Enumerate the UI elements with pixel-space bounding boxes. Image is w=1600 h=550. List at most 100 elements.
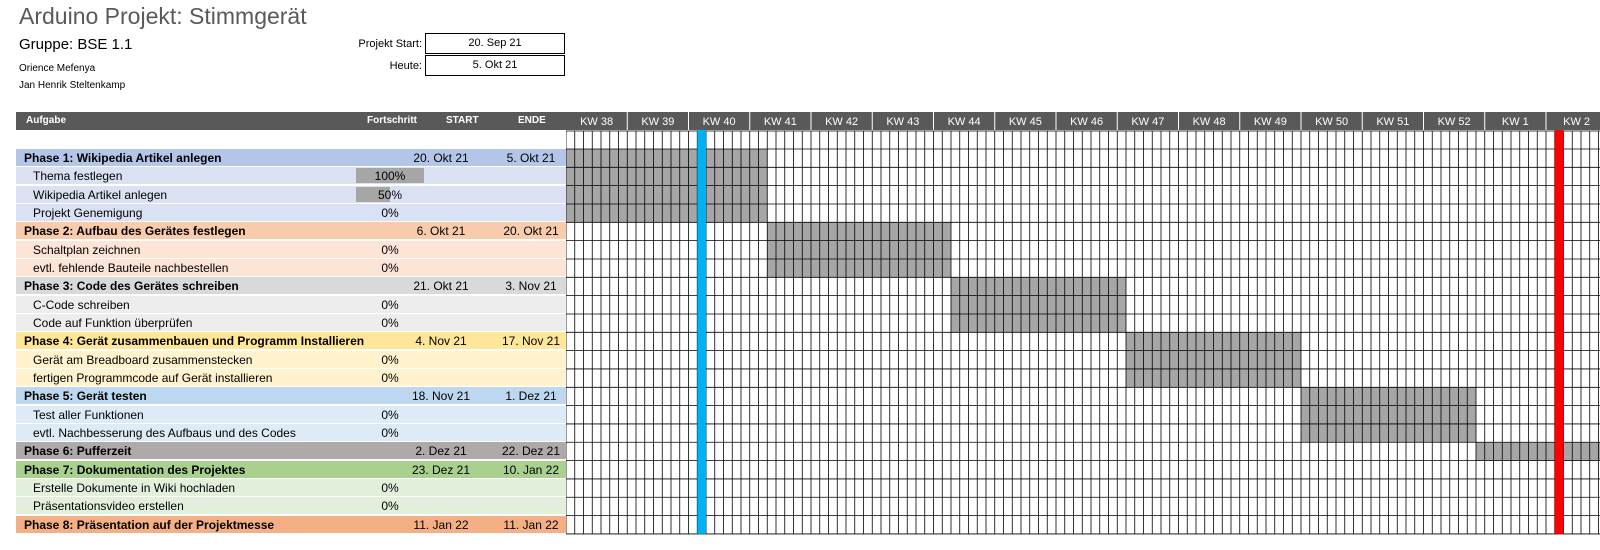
week-label: KW 48 [1193,116,1226,128]
task-end: 20. Okt 21 [503,224,559,239]
task-progress: 100% [374,169,406,184]
task-progress: 0% [381,499,399,514]
task-progress: 0% [381,297,399,312]
task-name: Wikipedia Artikel anlegen [33,187,168,202]
task-name: Thema festlegen [33,169,123,184]
task-row[interactable]: evtl. fehlende Bauteile nachbestellen 0% [16,258,566,277]
task-progress: 0% [381,315,399,330]
gantt-bar[interactable] [566,185,768,204]
task-row[interactable]: Code auf Funktion überprüfen 0% [16,313,566,332]
task-name: evtl. Nachbesserung des Aufbaus und des … [33,425,296,440]
task-row[interactable]: Thema festlegen 100% [16,167,566,186]
project-start-label: Projekt Start: [358,38,422,50]
task-name: Phase 1: Wikipedia Artikel anlegen [24,151,222,165]
header-end: ENDE [518,115,546,126]
today-cell[interactable]: 5. Okt 21 [425,55,565,76]
group-name: Gruppe: BSE 1.1 [19,36,133,53]
task-row[interactable]: C-Code schreiben 0% [16,295,566,314]
task-progress: 0% [381,407,399,422]
task-end: 10. Jan 22 [502,462,560,477]
week-label: KW 40 [703,116,736,128]
week-label: KW 2 [1563,116,1590,128]
task-name: Phase 4: Gerät zusammenbauen und Program… [24,334,365,349]
task-start: 6. Okt 21 [416,224,466,239]
phase-row[interactable]: Phase 3: Code des Gerätes schreiben 21. O… [16,277,566,296]
week-label: KW 43 [886,116,919,128]
task-progress: 0% [381,480,399,495]
task-end: 1. Dez 21 [505,389,557,404]
week-label: KW 50 [1315,116,1348,128]
task-row[interactable]: Test aller Funktionen 0% [16,405,566,424]
task-row[interactable]: fertigen Programmcode auf Gerät installi… [16,368,566,387]
task-name: fertigen Programmcode auf Gerät installi… [33,370,273,385]
task-name: Code auf Funktion überprüfen [33,315,193,330]
task-row[interactable]: Projekt Genemigung 0% [16,203,566,222]
task-name: C-Code schreiben [33,297,130,312]
phase-row[interactable]: Phase 6: Pufferzeit 2. Dez 21 22. Dez 21 [16,442,566,461]
week-label: KW 38 [580,116,613,128]
task-progress: 0% [381,425,399,440]
task-progress: 0% [381,242,399,257]
phase-row[interactable]: Phase 2: Aufbau des Gerätes festlegen 6. … [16,222,566,241]
week-label: KW 42 [825,116,858,128]
phase-row[interactable]: Phase 1: Wikipedia Artikel anlegen 20. Ok… [16,149,566,167]
progress-bar [356,186,390,202]
task-row[interactable]: evtl. Nachbesserung des Aufbaus und des … [16,423,566,442]
task-progress: 0% [381,370,399,385]
week-label: KW 52 [1438,116,1471,128]
task-row[interactable]: Wikipedia Artikel anlegen 50% [16,185,566,204]
header-task: Aufgabe [26,115,66,126]
task-name: Präsentationsvideo erstellen [33,499,184,514]
gantt-bar[interactable] [1476,442,1600,461]
project-start-cell[interactable]: 20. Sep 21 [425,33,565,54]
progress-bar [356,168,424,184]
week-label: KW 51 [1376,116,1409,128]
task-row[interactable]: Erstelle Dokumente in Wiki hochladen 0% [16,478,566,497]
phase-row[interactable]: Phase 4: Gerät zusammenbauen und Program… [16,332,566,351]
gantt-chart: KW 38 KW 39 KW 40 KW 41 KW 42 KW 43 KW 44 KW 45… [566,112,1600,535]
week-label: KW 49 [1254,116,1287,128]
task-start: 20. Okt 21 [413,151,469,165]
gantt-bar[interactable] [566,149,768,168]
week-label: KW 47 [1131,116,1164,128]
task-row[interactable]: Präsentationsvideo erstellen 0% [16,497,566,516]
header-progress: Fortschritt [367,115,417,126]
phase-row[interactable]: Phase 8: Präsentation auf der Projektmes… [16,515,566,534]
week-label: KW 1 [1502,116,1529,128]
phase-row[interactable]: Phase 7: Dokumentation des Projektes 23. … [16,460,566,479]
gantt-bar[interactable] [566,203,768,223]
end-marker [1554,130,1564,534]
gantt-bar[interactable] [767,240,951,259]
member-name: Jan Henrik Steltenkamp [19,80,126,91]
task-progress: 50% [377,187,403,202]
task-name: Gerät am Breadboard zusammenstecken [33,352,253,367]
gantt-bar[interactable] [767,258,951,278]
task-name: Erstelle Dokumente in Wiki hochladen [33,480,236,495]
today-marker [697,130,706,534]
task-row[interactable]: Gerät am Breadboard zusammenstecken 0% [16,350,566,369]
phase-row[interactable]: Phase 5: Gerät testen 18. Nov 21 1. Dez 21 [16,387,566,406]
task-start: 21. Okt 21 [413,279,469,294]
gantt-bar[interactable] [566,167,768,186]
task-start: 23. Dez 21 [411,462,471,477]
task-end: 11. Jan 22 [503,517,559,532]
task-end: 22. Dez 21 [501,444,561,459]
week-label: KW 46 [1070,116,1103,128]
task-end: 5. Okt 21 [506,151,556,165]
task-start: 4. Nov 21 [415,334,467,349]
task-row[interactable]: Schaltplan zeichnen 0% [16,240,566,259]
week-label: KW 41 [764,116,797,128]
week-label: KW 44 [948,116,981,128]
week-header-bar [566,112,1600,130]
week-label: KW 39 [641,116,674,128]
task-name: Phase 2: Aufbau des Gerätes festlegen [24,224,246,239]
today-label: Heute: [389,60,422,72]
task-start: 11. Jan 22 [413,517,469,532]
task-progress: 0% [381,352,399,367]
header-start: START [446,115,479,126]
task-progress: 0% [381,260,399,275]
task-name: evtl. fehlende Bauteile nachbestellen [33,260,229,275]
task-progress: 0% [381,205,399,220]
gantt-bar[interactable] [767,222,951,241]
